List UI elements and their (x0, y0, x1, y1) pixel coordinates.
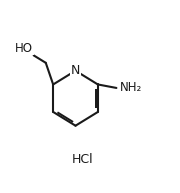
Text: HO: HO (15, 42, 33, 55)
Text: NH₂: NH₂ (120, 81, 142, 94)
Text: N: N (71, 64, 80, 77)
Text: HCl: HCl (72, 153, 93, 166)
